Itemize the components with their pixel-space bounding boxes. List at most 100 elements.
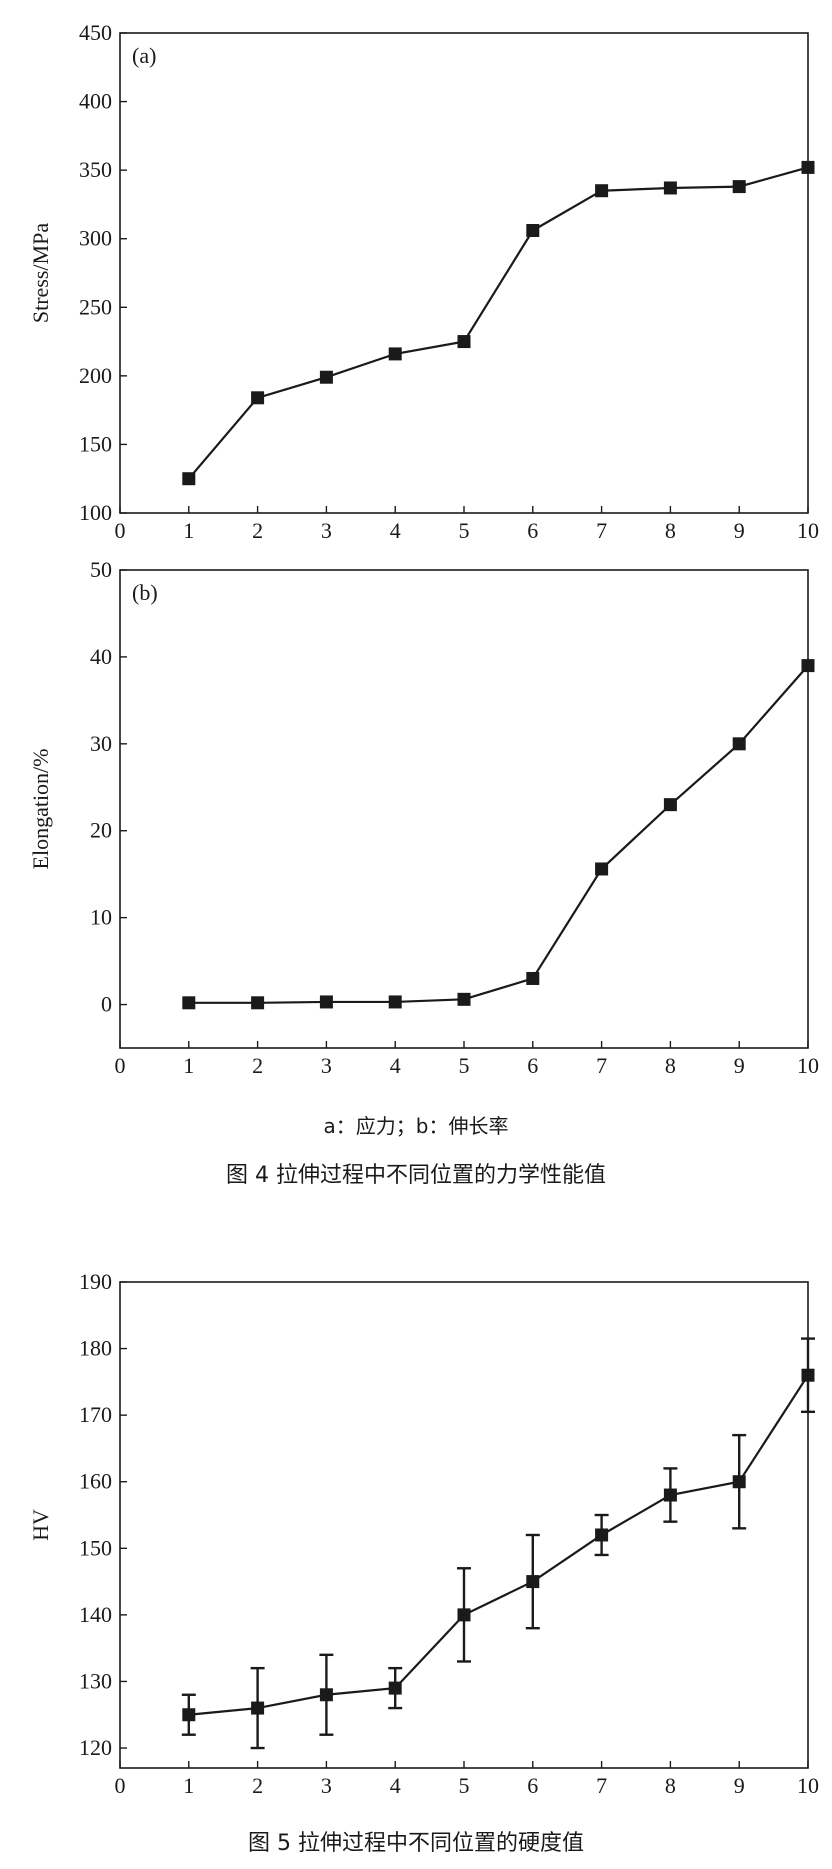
- plot-frame: [119, 569, 809, 1049]
- x-tick-label: 4: [390, 1773, 401, 1798]
- data-point: [526, 1575, 540, 1589]
- x-tick-label: 5: [459, 1773, 470, 1798]
- x-tick-label: 10: [797, 1053, 819, 1078]
- y-tick-label: 180: [79, 1336, 112, 1361]
- data-point: [732, 737, 746, 751]
- y-tick-label: 300: [79, 226, 112, 251]
- x-tick-label: 4: [390, 1053, 401, 1078]
- x-tick-label: 1: [183, 1773, 194, 1798]
- series-line: [188, 664, 809, 1004]
- x-tick-label: 2: [252, 1773, 263, 1798]
- y-axis-label: HV: [28, 1509, 53, 1541]
- y-tick-label: 50: [90, 557, 112, 582]
- x-tick-label: 8: [665, 1053, 676, 1078]
- y-tick-label: 170: [79, 1402, 112, 1427]
- x-tick-label: 10: [797, 518, 819, 543]
- data-point: [319, 995, 333, 1009]
- data-point: [251, 391, 265, 405]
- x-tick-label: 3: [321, 1773, 332, 1798]
- x-tick-label: 5: [459, 518, 470, 543]
- x-tick-label: 6: [527, 518, 538, 543]
- data-point: [388, 1681, 402, 1695]
- x-tick-label: 4: [390, 518, 401, 543]
- y-tick-label: 130: [79, 1668, 112, 1693]
- x-tick-label: 2: [252, 518, 263, 543]
- figure4-caption: 图 4 拉伸过程中不同位置的力学性能值: [226, 1163, 606, 1188]
- data-point: [182, 996, 196, 1010]
- figure4-subcaption: a：应力；b：伸长率: [324, 1114, 509, 1138]
- x-tick-label: 0: [115, 518, 126, 543]
- y-tick-label: 190: [79, 1269, 112, 1294]
- data-point: [801, 1368, 815, 1382]
- x-tick-label: 5: [459, 1053, 470, 1078]
- data-point: [732, 180, 746, 194]
- data-point: [319, 1688, 333, 1702]
- x-tick-label: 9: [734, 1773, 745, 1798]
- x-tick-label: 7: [596, 1773, 607, 1798]
- data-point: [457, 992, 471, 1006]
- y-tick-label: 120: [79, 1735, 112, 1760]
- y-tick-label: 350: [79, 157, 112, 182]
- y-tick-label: 10: [90, 905, 112, 930]
- x-tick-label: 7: [596, 518, 607, 543]
- x-tick-label: 10: [797, 1773, 819, 1798]
- panel-label: (b): [132, 580, 158, 605]
- y-axis-label: Elongation/%: [28, 749, 53, 870]
- data-point: [251, 996, 265, 1010]
- data-point: [388, 995, 402, 1009]
- x-tick-label: 6: [527, 1053, 538, 1078]
- x-tick-label: 8: [665, 1773, 676, 1798]
- y-tick-label: 100: [79, 500, 112, 525]
- data-point: [526, 223, 540, 237]
- y-tick-label: 0: [101, 992, 112, 1017]
- data-point: [663, 798, 677, 812]
- panel-label: (a): [132, 43, 156, 68]
- x-tick-label: 2: [252, 1053, 263, 1078]
- figure5-caption: 图 5 拉伸过程中不同位置的硬度值: [248, 1831, 584, 1856]
- x-tick-label: 6: [527, 1773, 538, 1798]
- x-tick-label: 1: [183, 1053, 194, 1078]
- x-tick-label: 0: [115, 1053, 126, 1078]
- stress-chart: 0 1 2 3 4 5 6 7 8 9 10 100 150 200 250 300 350 400 450 Stre…: [28, 20, 819, 543]
- y-tick-label: 150: [79, 431, 112, 456]
- x-tick-label: 9: [734, 1053, 745, 1078]
- x-tick-label: 7: [596, 1053, 607, 1078]
- data-point: [732, 1475, 746, 1489]
- x-tick-label: 0: [115, 1773, 126, 1798]
- y-tick-label: 20: [90, 818, 112, 843]
- data-point: [182, 472, 196, 486]
- data-point: [251, 1701, 265, 1715]
- data-point: [595, 862, 609, 876]
- hardness-chart: 0 1 2 3 4 5 6 7 8 9 10 120 130 140 150 160 170 180 190 HV: [28, 1269, 819, 1798]
- data-point: [801, 160, 815, 174]
- data-point: [595, 1528, 609, 1542]
- x-tick-label: 1: [183, 518, 194, 543]
- y-tick-label: 150: [79, 1535, 112, 1560]
- data-point: [457, 335, 471, 349]
- y-axis-label: Stress/MPa: [28, 223, 53, 323]
- data-point: [526, 971, 540, 985]
- x-tick-label: 9: [734, 518, 745, 543]
- x-tick-label: 3: [321, 518, 332, 543]
- y-tick-label: 30: [90, 731, 112, 756]
- y-tick-label: 400: [79, 89, 112, 114]
- data-point: [595, 184, 609, 198]
- data-point: [457, 1608, 471, 1622]
- plot-frame: [119, 1281, 809, 1769]
- elongation-chart: 0 1 2 3 4 5 6 7 8 9 10 0 10 20 30 40 50 Elongation/% (b): [28, 557, 819, 1078]
- x-tick-label: 3: [321, 1053, 332, 1078]
- y-tick-label: 250: [79, 294, 112, 319]
- data-point: [388, 347, 402, 361]
- data-point: [663, 181, 677, 195]
- y-tick-label: 450: [79, 20, 112, 45]
- data-point: [182, 1708, 196, 1722]
- data-point: [663, 1488, 677, 1502]
- y-tick-label: 140: [79, 1602, 112, 1627]
- series-line: [187, 166, 809, 480]
- series-line: [188, 1374, 809, 1716]
- data-point: [319, 370, 333, 384]
- data-point: [801, 659, 815, 673]
- plot-frame: [119, 32, 809, 514]
- y-tick-label: 160: [79, 1469, 112, 1494]
